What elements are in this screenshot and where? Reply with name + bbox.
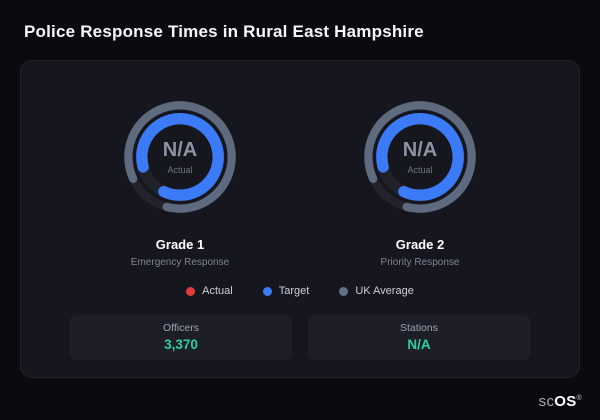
gauge-center: N/A Actual: [358, 95, 482, 219]
gauge-value: N/A: [402, 139, 438, 161]
stat-value: N/A: [407, 337, 431, 352]
scos-logo: scOS®: [539, 393, 582, 410]
stats-row: Officers 3,370 Stations N/A: [21, 315, 579, 360]
legend-label: Actual: [202, 285, 233, 297]
legend-item-uk-average: UK Average: [339, 285, 414, 297]
stat-label: Officers: [163, 322, 199, 334]
stat-stations: Stations N/A: [308, 315, 530, 360]
gauge-subtitle: Priority Response: [380, 257, 460, 268]
logo-bold: OS: [554, 393, 577, 410]
registered-mark: ®: [576, 395, 582, 402]
actual-dot-icon: [186, 286, 196, 296]
gauge-svg: [364, 101, 476, 213]
chart-legend: Actual Target UK Average: [21, 285, 579, 297]
gauge-svg: [124, 101, 236, 213]
gauge-chart: N/A Actual: [358, 95, 482, 219]
uk-average-arc: [124, 101, 236, 213]
target-arc: [136, 113, 224, 201]
stat-officers: Officers 3,370: [70, 315, 292, 360]
legend-item-target: Target: [262, 285, 310, 297]
gauge-value-label: Actual: [167, 165, 193, 175]
gauge-value: N/A: [162, 139, 198, 161]
uk-average-arc: [364, 101, 476, 213]
stat-value: 3,370: [164, 337, 198, 352]
legend-item-actual: Actual: [186, 285, 233, 297]
gauge-chart: N/A Actual: [118, 95, 242, 219]
uk-average-dot-icon: [339, 286, 349, 296]
gauge-subtitle: Emergency Response: [130, 257, 230, 268]
gauge-value-label: Actual: [407, 165, 433, 175]
legend-label: Target: [278, 285, 310, 297]
gauge-center: N/A Actual: [118, 95, 242, 219]
logo-prefix: sc: [538, 393, 555, 410]
gauge-grade-1: N/A Actual Grade 1 Emergency Response: [60, 95, 300, 268]
stat-label: Stations: [400, 322, 438, 334]
target-arc: [376, 113, 464, 201]
gauge-grade-2: N/A Actual Grade 2 Priority Response: [300, 95, 540, 268]
legend-label: UK Average: [355, 285, 414, 297]
gauge-title: Grade 1: [155, 237, 205, 252]
target-dot-icon: [262, 286, 272, 296]
gauge-title: Grade 2: [395, 237, 445, 252]
response-times-card: N/A Actual Grade 1 Emergency Response: [20, 60, 580, 378]
gauges-row: N/A Actual Grade 1 Emergency Response: [21, 61, 579, 268]
page-title: Police Response Times in Rural East Hamp…: [24, 22, 424, 41]
